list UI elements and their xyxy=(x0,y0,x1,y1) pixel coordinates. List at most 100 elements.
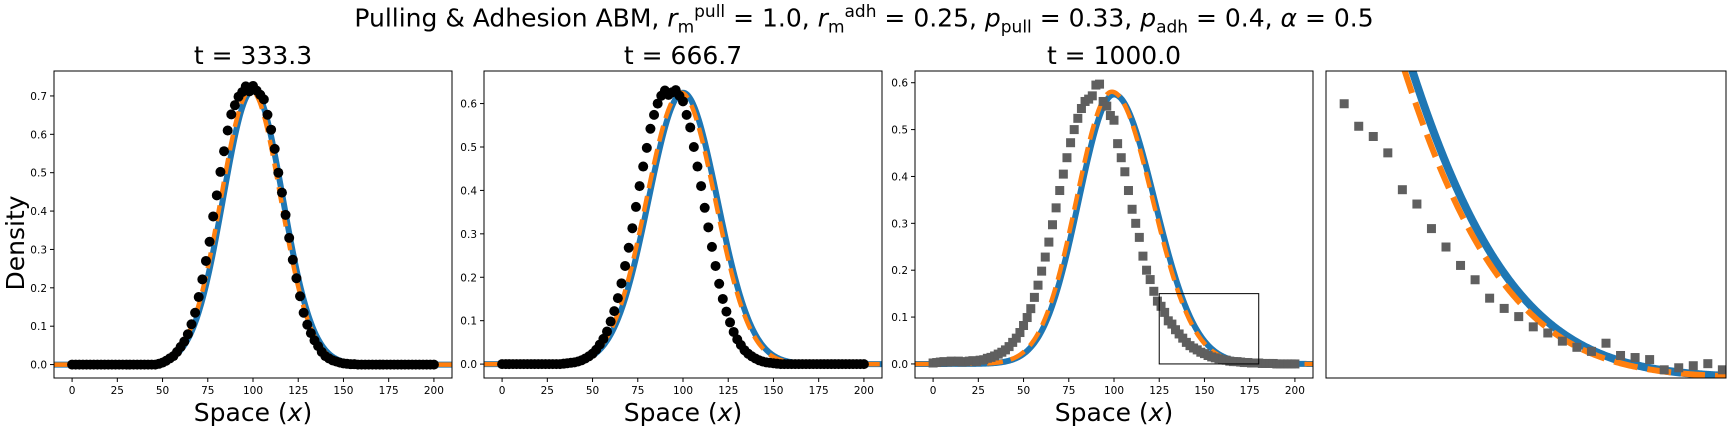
x-tick-label: 0 xyxy=(69,385,76,397)
abm-point xyxy=(725,317,736,328)
y-tick-label: 0.4 xyxy=(30,206,47,218)
zoom-box xyxy=(1158,293,1260,365)
abm-point xyxy=(609,306,620,317)
abm-point xyxy=(706,241,717,252)
plot-area xyxy=(54,80,452,370)
abm-point xyxy=(262,109,273,120)
x-axis-label-part: ) xyxy=(732,398,742,427)
abm-point xyxy=(200,255,211,266)
abm-point xyxy=(616,278,627,289)
x-tick-label: 150 xyxy=(763,385,783,397)
abm-point xyxy=(302,319,313,330)
abm-point xyxy=(1127,204,1137,214)
pde-curve xyxy=(1401,71,1726,378)
panel-1: 0 25 50 75 100 125 150 175 200 0.0 0.1 0.2 0.3 0.4 0.5… xyxy=(30,41,453,427)
y-tick-label: 0.6 xyxy=(30,129,47,141)
x-axis-label-part: Space ( xyxy=(624,398,718,427)
abm-point xyxy=(1601,338,1611,348)
abm-point xyxy=(1156,301,1166,311)
abm-point xyxy=(681,109,692,120)
abm-point xyxy=(645,123,656,134)
abm-point xyxy=(1033,280,1043,290)
abm-point xyxy=(1142,265,1152,275)
abm-point xyxy=(721,306,732,317)
abm-point xyxy=(714,278,725,289)
figure-title: Pulling & Adhesion ABM, rmpull = 1.0, rm… xyxy=(0,2,1728,37)
abm-point xyxy=(1528,322,1538,332)
x-tick-label: 75 xyxy=(1062,385,1075,397)
title-prefix: Pulling & Adhesion ABM, xyxy=(354,3,668,33)
param-symbol: p xyxy=(984,3,1001,33)
abm-point xyxy=(273,167,284,178)
x-tick-label: 25 xyxy=(972,385,985,397)
abm-point xyxy=(1011,333,1021,343)
abm-point xyxy=(1149,286,1159,296)
y-tick-label: 0.1 xyxy=(460,316,477,328)
abm-point xyxy=(1015,328,1025,338)
y-tick-label: 0.2 xyxy=(891,265,908,277)
abm-point xyxy=(266,124,277,135)
abm-point xyxy=(1572,342,1582,352)
abm-point xyxy=(638,161,649,172)
x-tick-label: 0 xyxy=(499,385,506,397)
y-tick-label: 0.0 xyxy=(30,360,47,372)
abm-point xyxy=(1047,220,1057,230)
abm-point xyxy=(1616,350,1626,360)
param-sub: m xyxy=(677,17,695,38)
y-tick-label: 0.6 xyxy=(891,78,908,90)
param-value: = 0.5 xyxy=(1297,3,1374,33)
abm-point xyxy=(627,223,638,234)
abm-point xyxy=(1470,275,1480,285)
abm-point xyxy=(1076,103,1086,113)
abm-point xyxy=(1152,296,1162,306)
x-axis-label-part: ) xyxy=(302,398,312,427)
abm-point xyxy=(1037,266,1047,276)
abm-point xyxy=(634,181,645,192)
abm-point xyxy=(1586,346,1596,356)
abm-point xyxy=(1051,203,1061,213)
abm-point xyxy=(1102,101,1112,111)
abm-point xyxy=(692,161,703,172)
param-symbol: r xyxy=(667,3,678,33)
x-axis-label: Space (x) xyxy=(194,398,312,427)
abm-point xyxy=(1087,91,1097,101)
abm-point xyxy=(1040,252,1050,262)
y-tick-label: 0.3 xyxy=(460,229,477,241)
abm-point xyxy=(612,293,623,304)
param-symbol: r xyxy=(817,3,828,33)
panel-3: 0 25 50 75 100 125 150 175 200 0.0 0.1 0.2 0.3 0.4 0.5… xyxy=(891,41,1314,427)
abm-point xyxy=(623,242,634,253)
abm-point xyxy=(630,201,641,212)
abm-point xyxy=(193,292,204,303)
panel-4 xyxy=(1325,70,1727,379)
abm-point xyxy=(215,166,226,177)
abm-point xyxy=(269,143,280,154)
y-tick-label: 0.4 xyxy=(891,171,908,183)
abm-point xyxy=(1073,113,1083,123)
abm-point xyxy=(1514,312,1524,322)
abm-point xyxy=(229,100,240,111)
plot-area xyxy=(1339,71,1726,378)
abm-point xyxy=(685,122,696,133)
x-tick-label: 50 xyxy=(1017,385,1030,397)
y-tick-label: 0.1 xyxy=(891,312,908,324)
model-curve xyxy=(1408,71,1726,378)
abm-point xyxy=(1062,153,1072,163)
abm-point xyxy=(1022,313,1032,323)
plot-area xyxy=(915,79,1313,369)
x-tick-label: 50 xyxy=(586,385,599,397)
y-tick-label: 0.3 xyxy=(30,244,47,256)
abm-point xyxy=(204,236,215,247)
axes-frame xyxy=(1325,70,1727,379)
abm-point xyxy=(1441,242,1451,252)
y-tick-label: 0.5 xyxy=(460,142,477,154)
x-tick-label: 125 xyxy=(718,385,738,397)
abm-point xyxy=(1397,185,1407,195)
abm-point xyxy=(696,181,707,192)
param-sub: adh xyxy=(1156,17,1189,38)
x-tick-label: 125 xyxy=(1149,385,1169,397)
abm-point xyxy=(1290,359,1300,369)
abm-point xyxy=(280,209,291,220)
abm-point xyxy=(1485,293,1495,303)
